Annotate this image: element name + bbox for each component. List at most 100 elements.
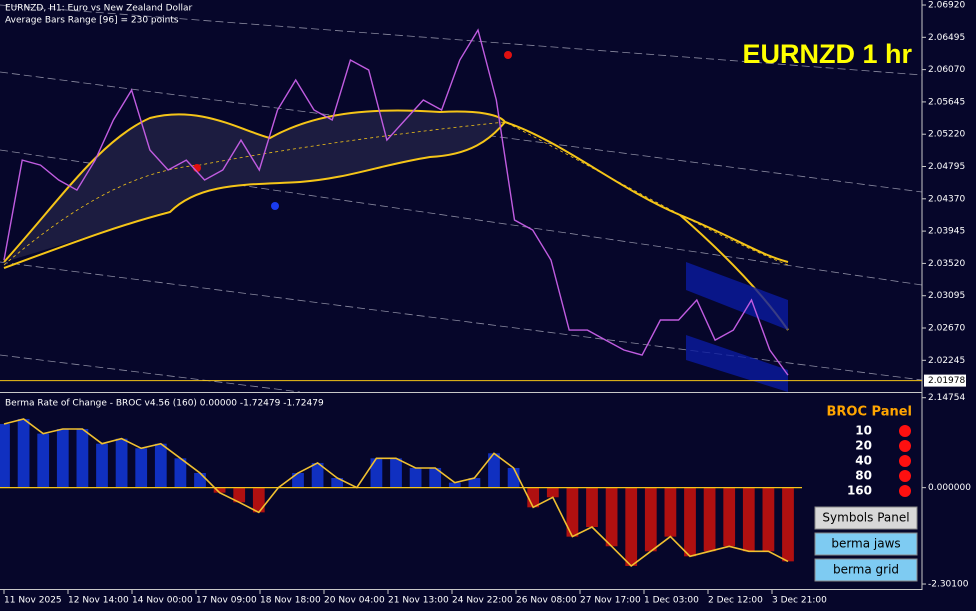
x-tick-label: 12 Nov 14:00 bbox=[68, 596, 129, 606]
envelope bbox=[3, 109, 789, 331]
histogram-bar bbox=[468, 478, 481, 488]
histogram-bar bbox=[664, 487, 677, 537]
panel-title: BROC Panel bbox=[826, 405, 912, 420]
button-label: Symbols Panel bbox=[822, 511, 909, 525]
envelope-lower bbox=[3, 121, 506, 269]
histogram-bar bbox=[174, 458, 187, 488]
y-tick-label: 0.000000 bbox=[928, 483, 971, 493]
envelope-fill bbox=[4, 110, 505, 265]
x-tick-label: 2 Dec 12:00 bbox=[708, 596, 763, 606]
x-tick-label: 14 Nov 00:00 bbox=[132, 596, 193, 606]
histogram-bar bbox=[252, 487, 265, 513]
status-dot bbox=[899, 470, 911, 482]
button[interactable]: berma jaws bbox=[814, 532, 918, 556]
histogram-bar bbox=[566, 487, 579, 537]
signal-dot bbox=[271, 202, 279, 210]
histogram-bar bbox=[56, 429, 69, 488]
y-tick-label: 2.03520 bbox=[928, 259, 965, 269]
histogram-bar bbox=[546, 487, 559, 498]
histogram-bar bbox=[644, 487, 657, 552]
y-tick-label: 2.04795 bbox=[928, 162, 965, 172]
histogram-bar bbox=[331, 478, 344, 488]
histogram-bar bbox=[429, 467, 442, 488]
x-tick-label: 3 Dec 21:00 bbox=[772, 596, 827, 606]
channel-line bbox=[0, 261, 923, 381]
y-tick-label: 2.04370 bbox=[928, 194, 965, 204]
channel-line bbox=[0, 71, 923, 193]
x-tick-label: 21 Nov 13:00 bbox=[388, 596, 449, 606]
histogram-bar bbox=[605, 487, 618, 547]
y-tick-label: 2.06920 bbox=[928, 1, 965, 11]
histogram-bar bbox=[213, 487, 226, 493]
histogram-bar bbox=[292, 472, 304, 488]
histogram-bar bbox=[37, 433, 50, 488]
y-tick-label: 2.03945 bbox=[928, 227, 965, 237]
period-label: 20 bbox=[855, 439, 872, 453]
histogram-bar bbox=[762, 487, 775, 552]
histogram-bar bbox=[390, 458, 402, 488]
y-tick-label: -2.30100 bbox=[928, 580, 969, 590]
y-tick-label: 2.14754 bbox=[928, 393, 965, 403]
button[interactable]: berma grid bbox=[814, 558, 918, 582]
histogram-bar bbox=[625, 487, 638, 566]
histogram-bar bbox=[586, 487, 598, 528]
channel-band bbox=[686, 262, 788, 330]
histogram-bar bbox=[448, 482, 461, 488]
status-dot bbox=[899, 440, 911, 452]
moving-average bbox=[504, 121, 789, 263]
button-label: berma jaws bbox=[831, 537, 900, 551]
x-tick-label: 20 Nov 04:00 bbox=[324, 596, 385, 606]
x-tick-label: 24 Nov 22:00 bbox=[452, 596, 513, 606]
histogram-bar bbox=[135, 448, 148, 488]
histogram-bar bbox=[0, 423, 10, 488]
button[interactable]: Symbols Panel bbox=[814, 506, 918, 530]
period-label: 160 bbox=[847, 484, 872, 498]
price-line bbox=[3, 28, 789, 376]
midline bbox=[3, 121, 789, 266]
channel-line bbox=[0, 4, 923, 76]
x-tick-label: 26 Nov 08:00 bbox=[516, 596, 577, 606]
x-tick-label: 17 Nov 09:00 bbox=[196, 596, 257, 606]
histogram-bar bbox=[527, 487, 540, 508]
header-symbol: EURNZD, H1: Euro vs New Zealand Dollar bbox=[5, 4, 193, 14]
histogram-bar bbox=[96, 443, 108, 488]
histogram-bar bbox=[703, 487, 716, 552]
y-tick-label: 2.02245 bbox=[928, 356, 965, 366]
period-label: 10 bbox=[855, 424, 872, 438]
histogram-bar bbox=[507, 467, 520, 488]
y-tick-label: 2.06070 bbox=[928, 65, 965, 75]
y-tick-label: 2.03095 bbox=[928, 291, 965, 301]
histogram-bar bbox=[233, 487, 246, 503]
channel-band bbox=[686, 335, 788, 392]
x-tick-label: 11 Nov 2025 bbox=[4, 596, 62, 606]
x-tick-label: 18 Nov 18:00 bbox=[260, 596, 321, 606]
y-tick-label: 2.06495 bbox=[928, 33, 965, 43]
watermark: EURNZD 1 hr bbox=[742, 39, 912, 69]
histogram-bar bbox=[311, 462, 324, 488]
price-line bbox=[3, 418, 789, 568]
x-tick-label: 27 Nov 17:00 bbox=[580, 596, 641, 606]
signal-dot bbox=[504, 51, 512, 59]
y-tick-label: 2.02670 bbox=[928, 324, 965, 334]
histogram-bar bbox=[17, 418, 30, 488]
histogram-bar bbox=[194, 472, 206, 488]
y-tick-label: 2.05645 bbox=[928, 97, 965, 107]
button-face bbox=[814, 532, 918, 556]
envelope-upper bbox=[3, 109, 506, 263]
status-dot bbox=[899, 425, 911, 437]
histogram-bar bbox=[115, 438, 128, 488]
histogram-bar bbox=[782, 487, 794, 562]
status-dot bbox=[899, 485, 911, 497]
histogram-bar bbox=[488, 453, 500, 488]
button-face bbox=[814, 506, 918, 530]
histogram-bar bbox=[723, 487, 736, 547]
button-label: berma grid bbox=[833, 563, 899, 577]
histogram-bar bbox=[409, 467, 422, 488]
regression-channel bbox=[0, 4, 923, 393]
x-tick-label: 1 Dec 03:00 bbox=[644, 596, 699, 606]
header-range: Average Bars Range [96] = 230 points bbox=[5, 16, 179, 26]
histogram-bar bbox=[76, 429, 89, 488]
histogram-bar bbox=[154, 443, 167, 488]
